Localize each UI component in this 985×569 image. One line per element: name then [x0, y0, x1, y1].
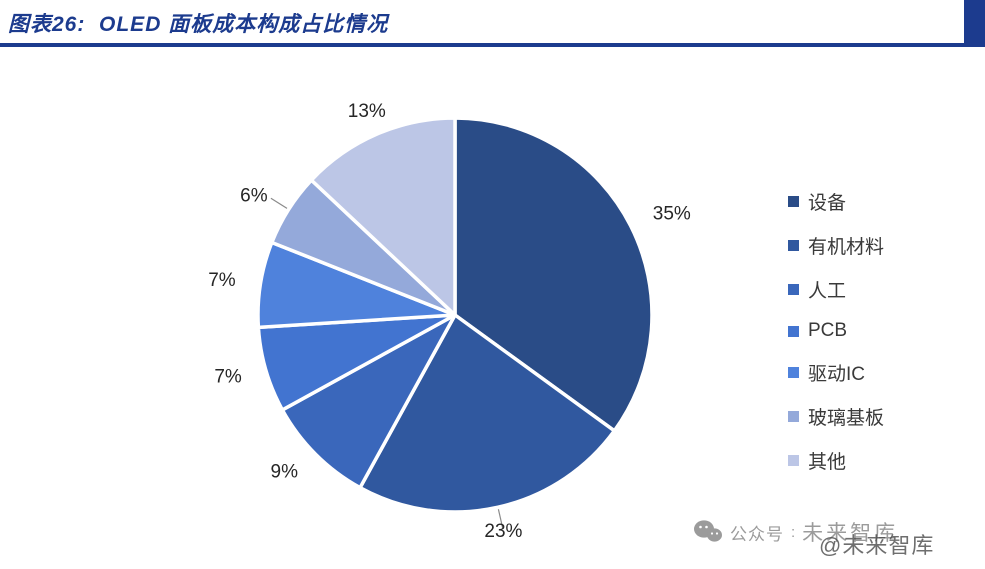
watermark: 公众号 : 未来智库 @未来智库	[693, 512, 985, 566]
legend-label: 驱动IC	[808, 364, 866, 385]
legend-item: 玻璃基板	[788, 403, 884, 430]
slice-label: 7%	[214, 366, 242, 387]
legend-swatch	[788, 325, 799, 337]
figure-header: 图表26: OLED 面板成本构成占比情况	[0, 0, 985, 47]
watermark-prefix: 公众号	[730, 524, 784, 544]
wechat-icon	[694, 520, 722, 542]
pie-slice	[358, 313, 617, 514]
legend-item: PCB	[788, 320, 884, 342]
watermark-name: 未来智库	[802, 522, 899, 545]
figure-title: 图表26: OLED 面板成本构成占比情况	[8, 12, 389, 36]
pie-chart-svg: 35% 23% 9% 7% 7% 6% 13%	[208, 101, 691, 542]
legend-swatch	[788, 196, 799, 207]
chart-legend: 设备有机材料人工 PCB 驱动IC 玻璃基板其他	[788, 188, 884, 474]
legend-label: 其他	[808, 452, 847, 473]
slice-label: 13%	[348, 101, 386, 122]
header-corner-block	[964, 0, 985, 47]
legend-swatch	[788, 240, 799, 251]
slice-label: 35%	[653, 204, 691, 225]
legend-label: PCB	[808, 320, 848, 341]
legend-item: 其他	[788, 447, 884, 474]
legend-swatch	[788, 367, 799, 378]
legend-swatch	[788, 455, 799, 466]
legend-swatch	[788, 411, 799, 422]
legend-item: 设备	[788, 188, 884, 215]
pie-slice	[309, 116, 457, 317]
slice-label: 9%	[271, 462, 299, 483]
watermark-row: 公众号 : 未来智库	[693, 512, 985, 552]
legend-swatch	[788, 284, 799, 295]
legend-label: 有机材料	[808, 237, 885, 258]
legend-item: 有机材料	[788, 232, 884, 259]
pie-slice	[280, 313, 457, 490]
slice-label: 7%	[208, 270, 236, 291]
legend-item: 驱动IC	[788, 359, 884, 386]
watermark-overlay: @未来智库	[819, 533, 935, 558]
legend-item: 人工	[788, 276, 884, 303]
legend-label: 人工	[808, 281, 847, 302]
legend-label: 设备	[808, 193, 847, 214]
leader-line	[270, 197, 288, 209]
slice-label: 23%	[484, 521, 522, 542]
watermark-separator: :	[791, 523, 796, 541]
legend-label: 玻璃基板	[808, 408, 885, 429]
leader-line	[497, 509, 504, 528]
pie-slice	[453, 116, 654, 433]
slice-label: 6%	[240, 186, 268, 207]
